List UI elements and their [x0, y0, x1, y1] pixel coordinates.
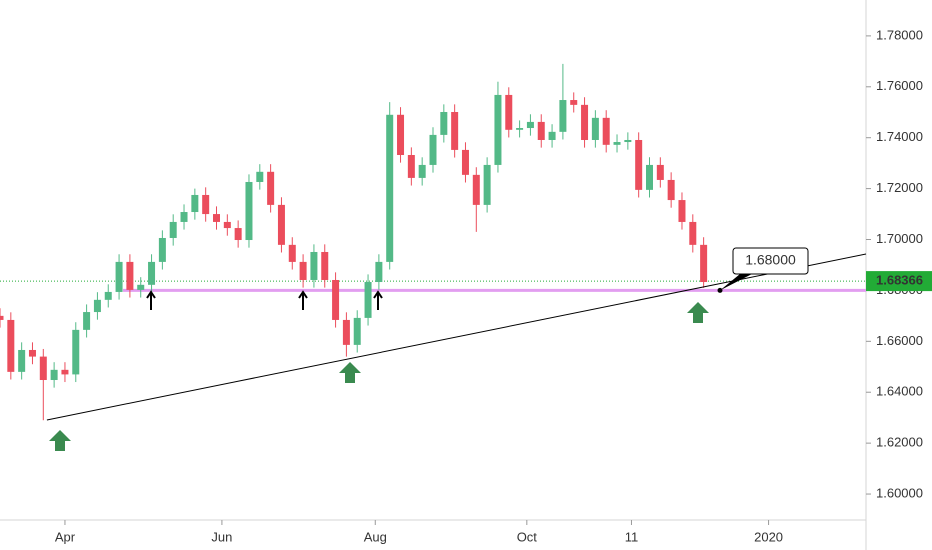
candle-body [646, 164, 653, 190]
candle-body [526, 121, 534, 129]
candle-body [440, 111, 448, 135]
candle-body [570, 100, 578, 105]
candle-body [678, 200, 686, 222]
last-price-tag [866, 271, 932, 292]
candle-body [375, 261, 383, 283]
candle-body [559, 100, 567, 132]
callout-label: 1.68000 [745, 252, 796, 268]
candle-body [548, 131, 556, 140]
y-tick-label: 1.76000 [876, 78, 923, 93]
candle-body [0, 315, 4, 320]
candle-body [223, 221, 231, 229]
candle-body [115, 261, 123, 292]
candle-body [288, 244, 296, 262]
y-tick-label: 1.70000 [876, 231, 923, 246]
candle-body [581, 104, 589, 140]
candle-body [494, 94, 502, 165]
black-arrow [373, 290, 383, 310]
y-tick-label: 1.74000 [876, 129, 923, 144]
candle-body [50, 369, 58, 381]
candle-body [234, 228, 242, 241]
candle-body [613, 142, 621, 145]
candle-body [83, 312, 91, 330]
candle-body [256, 171, 264, 182]
candle-body [180, 212, 188, 222]
x-tick-label: Aug [364, 529, 387, 544]
y-tick-label: 1.72000 [876, 180, 923, 195]
candle-body [72, 329, 80, 375]
candle-body [202, 194, 210, 215]
candle-body [126, 261, 134, 290]
callout-box [732, 247, 809, 275]
y-tick-label: 1.66000 [876, 333, 923, 348]
candle-body [137, 284, 145, 290]
candle-body [169, 221, 177, 238]
last-price-label: 1.68366 [876, 273, 923, 288]
green-arrow [339, 362, 361, 383]
candle-body [321, 251, 329, 280]
black-arrow [298, 290, 308, 310]
green-arrow [49, 430, 71, 451]
candle-body [158, 237, 166, 262]
candle-body [28, 349, 36, 357]
x-tick-label: 2020 [754, 529, 783, 544]
candle-body [624, 139, 632, 143]
candle-body [39, 356, 47, 381]
candle-body [299, 261, 307, 280]
candle-body [213, 214, 220, 222]
trendline [46, 253, 867, 421]
x-tick-label: Apr [55, 529, 76, 544]
candle-body [505, 94, 513, 130]
candle-body [429, 134, 437, 165]
x-tick-label: Jun [211, 529, 232, 544]
green-arrow [687, 302, 709, 323]
candle-body [591, 117, 599, 140]
candle-body [353, 317, 361, 345]
candle-body [537, 121, 545, 140]
candle-body [407, 155, 415, 178]
candle-body [61, 369, 69, 375]
candle-body [397, 114, 405, 156]
candle-body [418, 164, 426, 178]
candle-body [93, 299, 101, 313]
candle-body [667, 179, 675, 201]
candle-body [7, 319, 15, 372]
candle-body [332, 279, 340, 320]
candle-body [277, 204, 285, 245]
candle-body [148, 261, 156, 285]
callout-pointer [720, 274, 752, 291]
candle-body [18, 349, 26, 372]
candle-body [364, 282, 372, 318]
x-tick-label: 11 [625, 529, 639, 544]
black-arrow [146, 290, 156, 310]
candle-body [700, 244, 708, 283]
candle-body [245, 181, 253, 241]
candle-body [656, 164, 664, 180]
candle-body [386, 114, 394, 262]
candle-body [104, 291, 112, 300]
candle-body [342, 319, 350, 345]
y-tick-label: 1.78000 [876, 27, 923, 42]
y-tick-label: 1.64000 [876, 384, 923, 399]
x-tick-label: Oct [517, 529, 538, 544]
candle-body [516, 128, 524, 130]
candle-body [472, 174, 480, 205]
candle-body [310, 251, 318, 280]
candle-body [267, 171, 275, 205]
candle-body [689, 221, 697, 245]
candle-body [451, 111, 459, 150]
y-tick-label: 1.60000 [876, 485, 923, 500]
candle-body [461, 149, 469, 175]
candle-body [191, 194, 199, 213]
y-tick-label: 1.62000 [876, 435, 923, 450]
candle-body [483, 164, 491, 205]
callout-dot [717, 287, 723, 293]
candle-body [602, 117, 610, 145]
candle-body [635, 139, 643, 190]
